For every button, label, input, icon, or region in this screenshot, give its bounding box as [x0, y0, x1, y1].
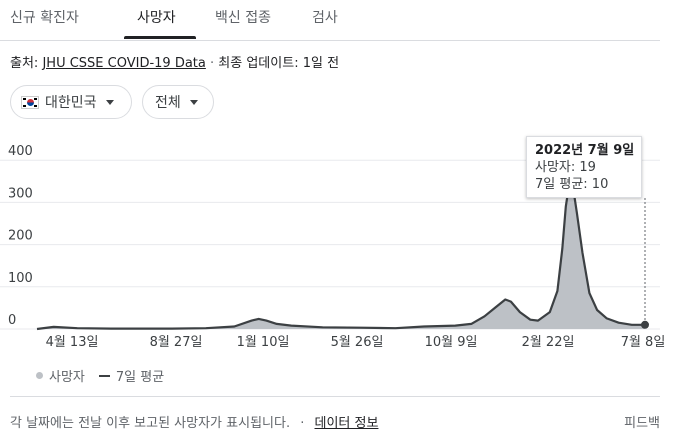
y-tick-label: 0 — [8, 313, 16, 328]
tab-new-cases[interactable]: 신규 확진자 — [10, 10, 79, 26]
source-label: 출처: — [10, 56, 39, 71]
chevron-down-icon — [105, 99, 114, 105]
source-line: 출처: JHU CSSE COVID-19 Data · 최종 업데이트: 1일… — [10, 52, 339, 71]
tab-tests[interactable]: 검사 — [312, 10, 338, 26]
feedback-link[interactable]: 피드백 — [624, 416, 660, 431]
footer-text: 각 날짜에는 전날 이후 보고된 사망자가 표시됩니다. — [10, 416, 291, 431]
x-tick-label: 2월 22일 — [522, 335, 575, 350]
country-label: 대한민국 — [45, 95, 97, 111]
range-dropdown[interactable]: 전체 — [142, 85, 214, 119]
divider — [10, 396, 660, 397]
x-tick-label: 10월 9일 — [425, 335, 478, 350]
footer-note: 각 날짜에는 전날 이후 보고된 사망자가 표시됩니다. · 데이터 정보 — [10, 412, 378, 431]
data-info-link[interactable]: 데이터 정보 — [314, 416, 379, 431]
tab-vaccinations[interactable]: 백신 접종 — [215, 10, 271, 26]
source-link[interactable]: JHU CSSE COVID-19 Data — [42, 56, 206, 71]
range-label: 전체 — [155, 95, 181, 111]
y-tick-label: 100 — [8, 271, 33, 286]
separator-dot: · — [210, 56, 215, 71]
legend-deaths: 사망자 — [49, 370, 85, 385]
deaths-chart[interactable]: 0 100 200 300 400 4월 13일 8월 27일 1월 10일 5월 26일 10… — [0, 140, 693, 362]
chevron-down-icon — [189, 99, 198, 105]
country-dropdown[interactable]: 대한민국 — [10, 85, 132, 119]
separator-dot: · — [300, 416, 305, 431]
tab-bar: 신규 확진자 사망자 백신 접종 검사 — [0, 0, 660, 41]
seven-day-average-line — [36, 182, 645, 331]
tab-deaths[interactable]: 사망자 — [137, 10, 176, 26]
daily-deaths-area — [37, 183, 645, 329]
legend-average: 7일 평균 — [115, 370, 165, 385]
line-legend-icon — [98, 374, 110, 377]
hover-point — [641, 320, 649, 329]
tooltip-date: 2022년 7월 9일 — [535, 143, 635, 158]
tooltip-average: 7일 평균: 10 — [535, 177, 609, 192]
tooltip-deaths: 사망자: 19 — [535, 160, 596, 175]
y-tick-label: 200 — [8, 229, 33, 244]
y-tick-label: 400 — [8, 144, 33, 159]
chart-tooltip: 2022년 7월 9일 사망자: 19 7일 평균: 10 — [526, 136, 642, 198]
chart-legend: 사망자 7일 평균 — [36, 366, 164, 385]
x-tick-label: 7월 8일 — [621, 335, 666, 350]
korea-flag-icon — [21, 95, 39, 109]
x-tick-label: 8월 27일 — [150, 335, 203, 350]
active-tab-indicator — [124, 36, 196, 39]
y-tick-label: 300 — [8, 186, 33, 201]
x-tick-label: 5월 26일 — [331, 335, 384, 350]
x-tick-label: 4월 13일 — [46, 335, 99, 350]
x-tick-label: 1월 10일 — [237, 335, 290, 350]
bar-legend-icon — [36, 372, 43, 379]
last-updated: 최종 업데이트: 1일 전 — [218, 56, 340, 71]
